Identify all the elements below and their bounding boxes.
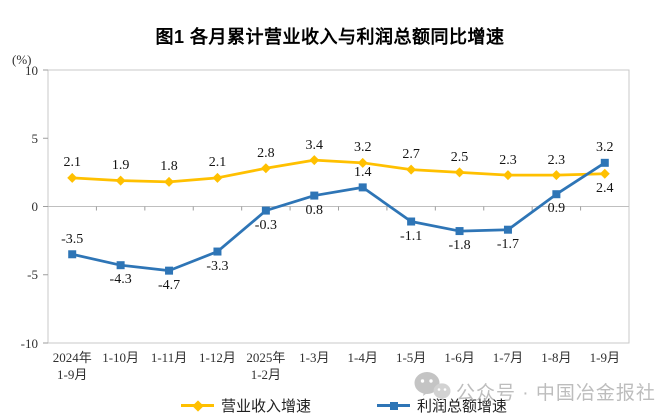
series-line-0 <box>70 158 607 184</box>
data-label: 1.8 <box>160 159 178 175</box>
diamond-marker-icon <box>212 172 223 183</box>
diamond-marker-icon <box>191 399 204 412</box>
data-label: 2.7 <box>402 147 420 163</box>
y-tick-label: 10 <box>25 62 38 78</box>
diamond-marker-icon <box>454 167 465 178</box>
series-line-1 <box>70 161 607 273</box>
square-marker-icon <box>165 266 174 275</box>
data-label: -4.3 <box>109 272 132 288</box>
square-marker-icon <box>358 183 367 192</box>
revenue-line-swatch <box>181 399 214 412</box>
data-label: 2.3 <box>499 152 517 168</box>
data-label: -1.7 <box>496 236 520 252</box>
data-label: 0.9 <box>547 201 566 217</box>
legend-item-profit: 利润总额增速 <box>377 395 507 416</box>
diamond-marker-icon <box>551 170 562 181</box>
data-label: 2.5 <box>450 149 469 165</box>
data-label: 1.9 <box>111 158 130 174</box>
data-label: -3.5 <box>61 231 84 247</box>
data-label: 2.1 <box>208 155 227 171</box>
diamond-marker-icon <box>502 170 513 181</box>
data-label: 2.4 <box>596 180 614 196</box>
data-label: 3.2 <box>596 140 614 156</box>
profit-line-swatch <box>377 401 410 410</box>
data-label: 0.8 <box>305 202 324 218</box>
diamond-marker-icon <box>260 163 271 174</box>
diamond-marker-icon <box>406 164 417 175</box>
x-category-label: 1-6月 <box>444 350 475 365</box>
chart-title: 图1 各月累计营业收入与利润总额同比增速 <box>155 27 505 47</box>
square-marker-icon <box>389 401 398 410</box>
data-label: -0.3 <box>254 217 277 233</box>
data-label: 2.8 <box>257 145 275 161</box>
x-category-label: 1-4月 <box>347 350 378 365</box>
square-marker-icon <box>552 190 561 199</box>
square-marker-icon <box>68 250 77 259</box>
y-tick-label: 0 <box>31 199 39 214</box>
square-marker-icon <box>261 206 270 215</box>
data-label: 2.1 <box>63 155 81 171</box>
y-tick-label: -10 <box>20 335 38 351</box>
data-label: 3.4 <box>305 137 324 153</box>
square-marker-icon <box>407 217 416 226</box>
legend-label-profit: 利润总额增速 <box>417 398 508 415</box>
data-label: 2.3 <box>547 152 566 168</box>
square-marker-icon <box>455 227 464 236</box>
x-category-label: 2025年 1-2月 <box>246 350 286 382</box>
x-category-label: 1-5月 <box>395 350 427 365</box>
y-tick-label: -5 <box>27 267 38 283</box>
square-marker-icon <box>503 225 512 234</box>
data-label: -4.7 <box>157 277 181 293</box>
legend-item-revenue: 营业收入增速 <box>181 395 311 416</box>
x-category-label: 1-7月 <box>492 350 524 365</box>
x-category-label: 1-3月 <box>299 350 330 365</box>
square-marker-icon <box>310 191 319 200</box>
x-category-label: 1-12月 <box>199 350 236 365</box>
y-tick-label: 5 <box>31 130 39 146</box>
watermark: 公众号 · 中国冶金报社 <box>413 370 656 409</box>
x-category-label: 1-10月 <box>102 350 140 365</box>
diamond-marker-icon <box>357 157 368 168</box>
diamond-marker-icon <box>599 168 610 179</box>
square-marker-icon <box>213 247 222 256</box>
square-marker-icon <box>600 158 609 167</box>
data-label: -3.3 <box>206 258 229 274</box>
data-label: -1.8 <box>448 238 471 254</box>
data-label: -1.1 <box>400 228 423 244</box>
square-marker-icon <box>116 261 125 270</box>
y-axis-unit-label: (%) <box>12 52 32 67</box>
x-category-label: 2024年 1-9月 <box>52 350 92 382</box>
watermark-text: 公众号 · 中国冶金报社 <box>456 383 656 404</box>
x-category-label: 1-11月 <box>150 350 188 365</box>
wechat-official-account-icon <box>413 370 451 409</box>
legend-label-revenue: 营业收入增速 <box>221 398 312 415</box>
diamond-marker-icon <box>67 172 78 183</box>
data-label: 3.2 <box>353 140 372 156</box>
x-category-label: 1-9月 <box>589 350 620 365</box>
data-label: 1.4 <box>353 164 372 180</box>
x-category-label: 1-8月 <box>541 350 572 365</box>
diamond-marker-icon <box>164 176 175 187</box>
diamond-marker-icon <box>115 175 126 186</box>
diamond-marker-icon <box>309 155 320 166</box>
